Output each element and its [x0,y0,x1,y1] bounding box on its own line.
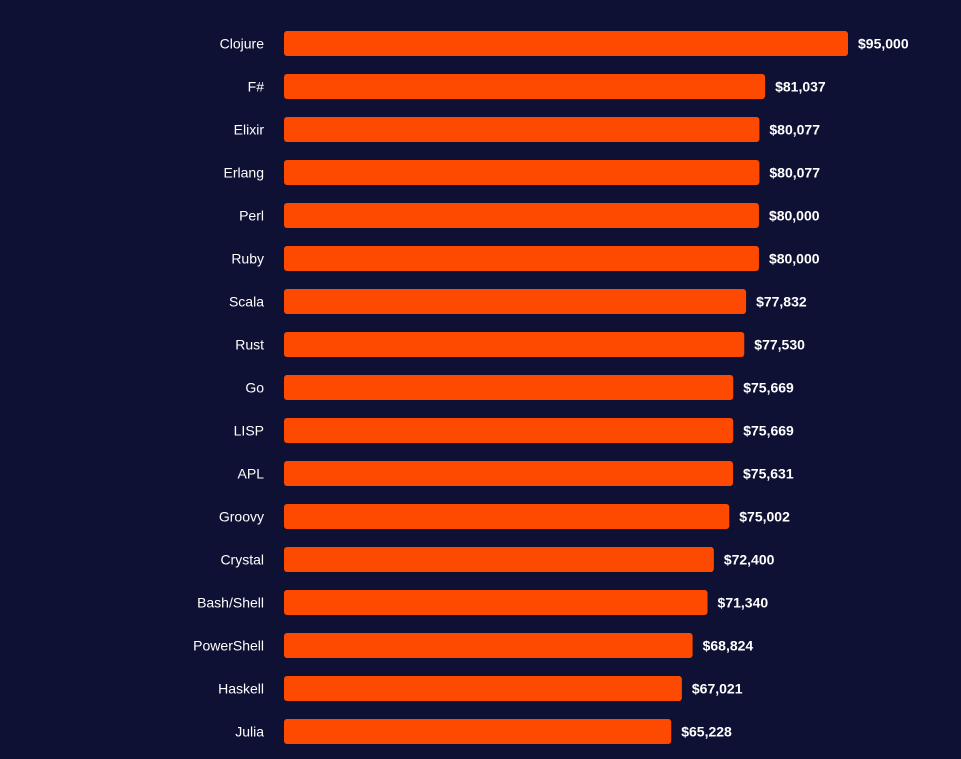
category-label: Crystal [220,552,264,568]
value-label: $72,400 [724,552,775,568]
category-label: APL [238,466,265,482]
bar-clojure [284,31,848,56]
category-label: Elixir [234,122,265,138]
bar-erlang [284,160,760,185]
value-label: $68,824 [703,638,754,654]
value-label: $71,340 [718,595,769,611]
value-label: $80,000 [769,251,820,267]
value-label: $67,021 [692,681,743,697]
value-label: $75,002 [739,509,790,525]
bar-groovy [284,504,730,529]
category-label: Erlang [224,165,264,181]
value-label: $75,631 [743,466,794,482]
category-label: Groovy [219,509,264,525]
bar-f- [284,74,766,99]
bar-apl [284,461,734,486]
bar-haskell [284,676,682,701]
value-label: $77,832 [756,294,807,310]
value-label: $80,077 [769,165,820,181]
bars-group [284,31,848,744]
value-label: $95,000 [858,36,909,52]
bar-elixir [284,117,760,142]
bar-perl [284,203,759,228]
category-label: Rust [235,337,264,353]
category-labels-group: Clojure F# Elixir Erlang Perl Ruby Scala Rust Go… [193,36,264,740]
bar-crystal [284,547,714,572]
value-labels-group: $95,000 $81,037 $80,077 $80,077 $80,000 $80,0… [681,36,909,740]
bar-rust [284,332,745,357]
bar-go [284,375,734,400]
value-label: $81,037 [775,79,826,95]
bar-julia [284,719,672,744]
category-label: F# [248,79,265,95]
category-label: PowerShell [193,638,264,654]
category-label: Julia [235,724,264,740]
category-label: Bash/Shell [197,595,264,611]
value-label: $80,000 [769,208,820,224]
value-label: $65,228 [681,724,732,740]
value-label: $75,669 [743,380,794,396]
bar-bash-shell [284,590,708,615]
value-label: $77,530 [754,337,805,353]
value-label: $80,077 [769,122,820,138]
category-label: Go [245,380,264,396]
bar-scala [284,289,747,314]
category-label: LISP [234,423,264,439]
category-label: Haskell [218,681,264,697]
category-label: Perl [239,208,264,224]
bar-ruby [284,246,759,271]
bar-lisp [284,418,734,443]
category-label: Scala [229,294,264,310]
category-label: Clojure [220,36,265,52]
category-label: Ruby [231,251,264,267]
bar-powershell [284,633,693,658]
value-label: $75,669 [743,423,794,439]
